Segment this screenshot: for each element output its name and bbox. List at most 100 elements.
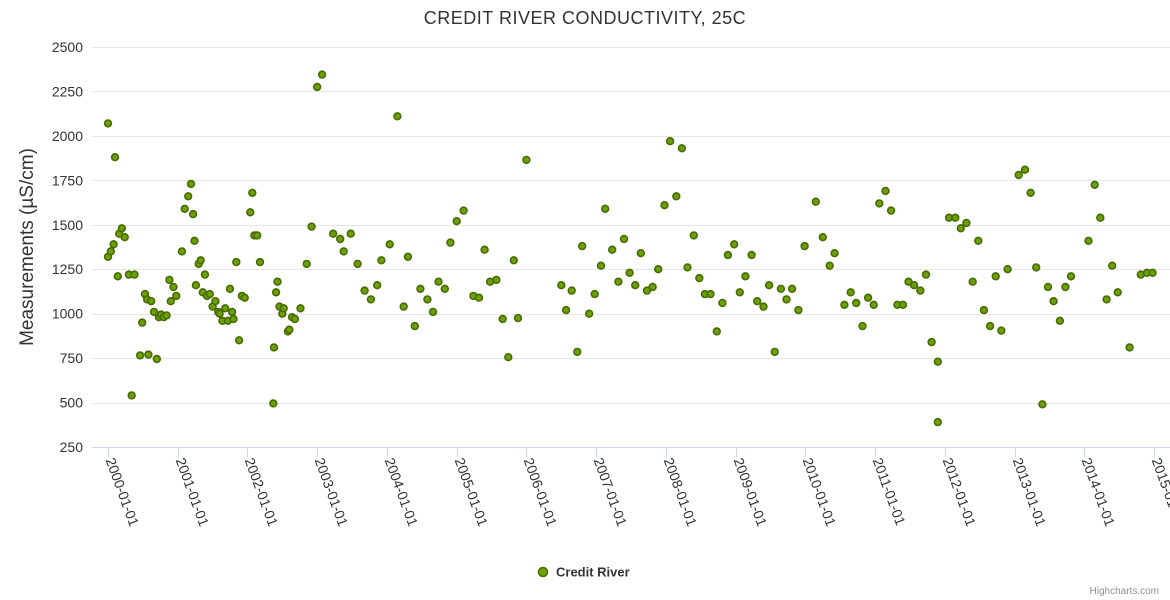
data-point[interactable] <box>180 204 189 214</box>
data-point[interactable] <box>881 186 890 196</box>
data-point[interactable] <box>619 234 629 244</box>
data-point[interactable] <box>672 192 681 201</box>
data-point[interactable] <box>909 281 919 290</box>
data-point[interactable] <box>818 233 827 242</box>
data-point[interactable] <box>110 153 120 162</box>
data-point[interactable] <box>172 291 181 301</box>
data-point[interactable] <box>196 256 205 265</box>
data-point[interactable] <box>752 297 762 306</box>
data-point[interactable] <box>927 337 936 347</box>
data-point[interactable] <box>561 305 571 315</box>
data-point[interactable] <box>428 307 438 317</box>
data-point[interactable] <box>625 268 634 277</box>
data-point[interactable] <box>269 343 279 352</box>
data-point[interactable] <box>513 313 523 323</box>
data-point[interactable] <box>794 305 803 315</box>
data-point[interactable] <box>1107 261 1117 270</box>
data-point[interactable] <box>1049 297 1058 306</box>
data-point[interactable] <box>474 293 484 302</box>
data-point[interactable] <box>246 208 255 217</box>
data-point[interactable] <box>336 234 345 244</box>
data-point[interactable] <box>1014 170 1023 180</box>
data-point[interactable] <box>120 233 129 242</box>
data-point[interactable] <box>393 112 402 121</box>
data-point[interactable] <box>103 119 113 128</box>
data-point[interactable] <box>147 297 156 306</box>
data-point[interactable] <box>916 286 925 295</box>
data-point[interactable] <box>723 250 733 260</box>
data-point[interactable] <box>162 311 171 320</box>
data-point[interactable] <box>968 277 977 286</box>
data-point[interactable] <box>152 354 162 364</box>
data-point[interactable] <box>221 304 230 313</box>
data-point[interactable] <box>440 284 449 293</box>
data-point[interactable] <box>590 289 599 299</box>
data-point[interactable] <box>933 357 942 366</box>
data-point[interactable] <box>423 295 432 304</box>
data-point[interactable] <box>166 297 176 306</box>
data-point[interactable] <box>648 282 657 292</box>
data-point[interactable] <box>138 318 147 327</box>
data-point[interactable] <box>273 277 282 286</box>
data-point[interactable] <box>607 245 617 254</box>
data-point[interactable] <box>248 188 257 198</box>
data-point[interactable] <box>509 256 518 265</box>
data-point[interactable] <box>165 275 174 285</box>
legend-label[interactable]: Credit River <box>556 565 630 580</box>
data-point[interactable] <box>410 321 419 331</box>
data-point[interactable] <box>339 247 348 256</box>
data-point[interactable] <box>504 353 513 362</box>
data-point[interactable] <box>1020 165 1030 174</box>
data-point[interactable] <box>227 307 237 317</box>
data-point[interactable] <box>759 302 768 311</box>
data-point[interactable] <box>584 309 594 318</box>
data-point[interactable] <box>898 300 908 309</box>
data-point[interactable] <box>232 257 241 267</box>
data-point[interactable] <box>985 321 995 331</box>
data-point[interactable] <box>846 288 855 297</box>
data-point[interactable] <box>1043 282 1053 292</box>
data-point[interactable] <box>1148 268 1157 277</box>
data-point[interactable] <box>1125 343 1134 352</box>
data-point[interactable] <box>886 206 896 215</box>
data-point[interactable] <box>811 197 820 206</box>
data-point[interactable] <box>974 236 983 246</box>
data-point[interactable] <box>498 314 507 324</box>
data-point[interactable] <box>573 347 582 357</box>
data-point[interactable] <box>653 265 663 274</box>
data-point[interactable] <box>776 284 786 293</box>
data-point[interactable] <box>113 272 123 281</box>
data-point[interactable] <box>1026 188 1035 198</box>
data-point[interactable] <box>240 293 249 302</box>
data-point[interactable] <box>979 305 989 315</box>
data-point[interactable] <box>329 229 338 238</box>
data-point[interactable] <box>130 270 139 279</box>
data-point[interactable] <box>290 314 300 324</box>
data-point[interactable] <box>109 240 118 249</box>
data-point[interactable] <box>1113 288 1122 297</box>
data-point[interactable] <box>377 256 386 265</box>
data-point[interactable] <box>921 270 931 279</box>
data-point[interactable] <box>800 241 809 251</box>
data-point[interactable] <box>169 282 178 292</box>
data-point[interactable] <box>695 273 704 283</box>
data-point[interactable] <box>271 288 281 297</box>
data-point[interactable] <box>630 281 640 290</box>
data-point[interactable] <box>787 284 797 293</box>
data-point[interactable] <box>596 261 606 270</box>
data-point[interactable] <box>600 204 610 214</box>
data-point[interactable] <box>1003 265 1012 274</box>
data-point[interactable] <box>1031 263 1041 272</box>
data-point[interactable] <box>205 289 215 299</box>
data-point[interactable] <box>614 277 623 286</box>
data-point[interactable] <box>353 259 362 269</box>
data-point[interactable] <box>840 300 849 309</box>
data-point[interactable] <box>706 289 715 299</box>
data-point[interactable] <box>346 229 355 238</box>
data-point[interactable] <box>642 286 652 295</box>
data-point[interactable] <box>636 249 645 258</box>
data-point[interactable] <box>200 270 210 279</box>
data-point[interactable] <box>522 155 531 165</box>
data-point[interactable] <box>689 231 698 240</box>
data-point[interactable] <box>770 347 779 357</box>
